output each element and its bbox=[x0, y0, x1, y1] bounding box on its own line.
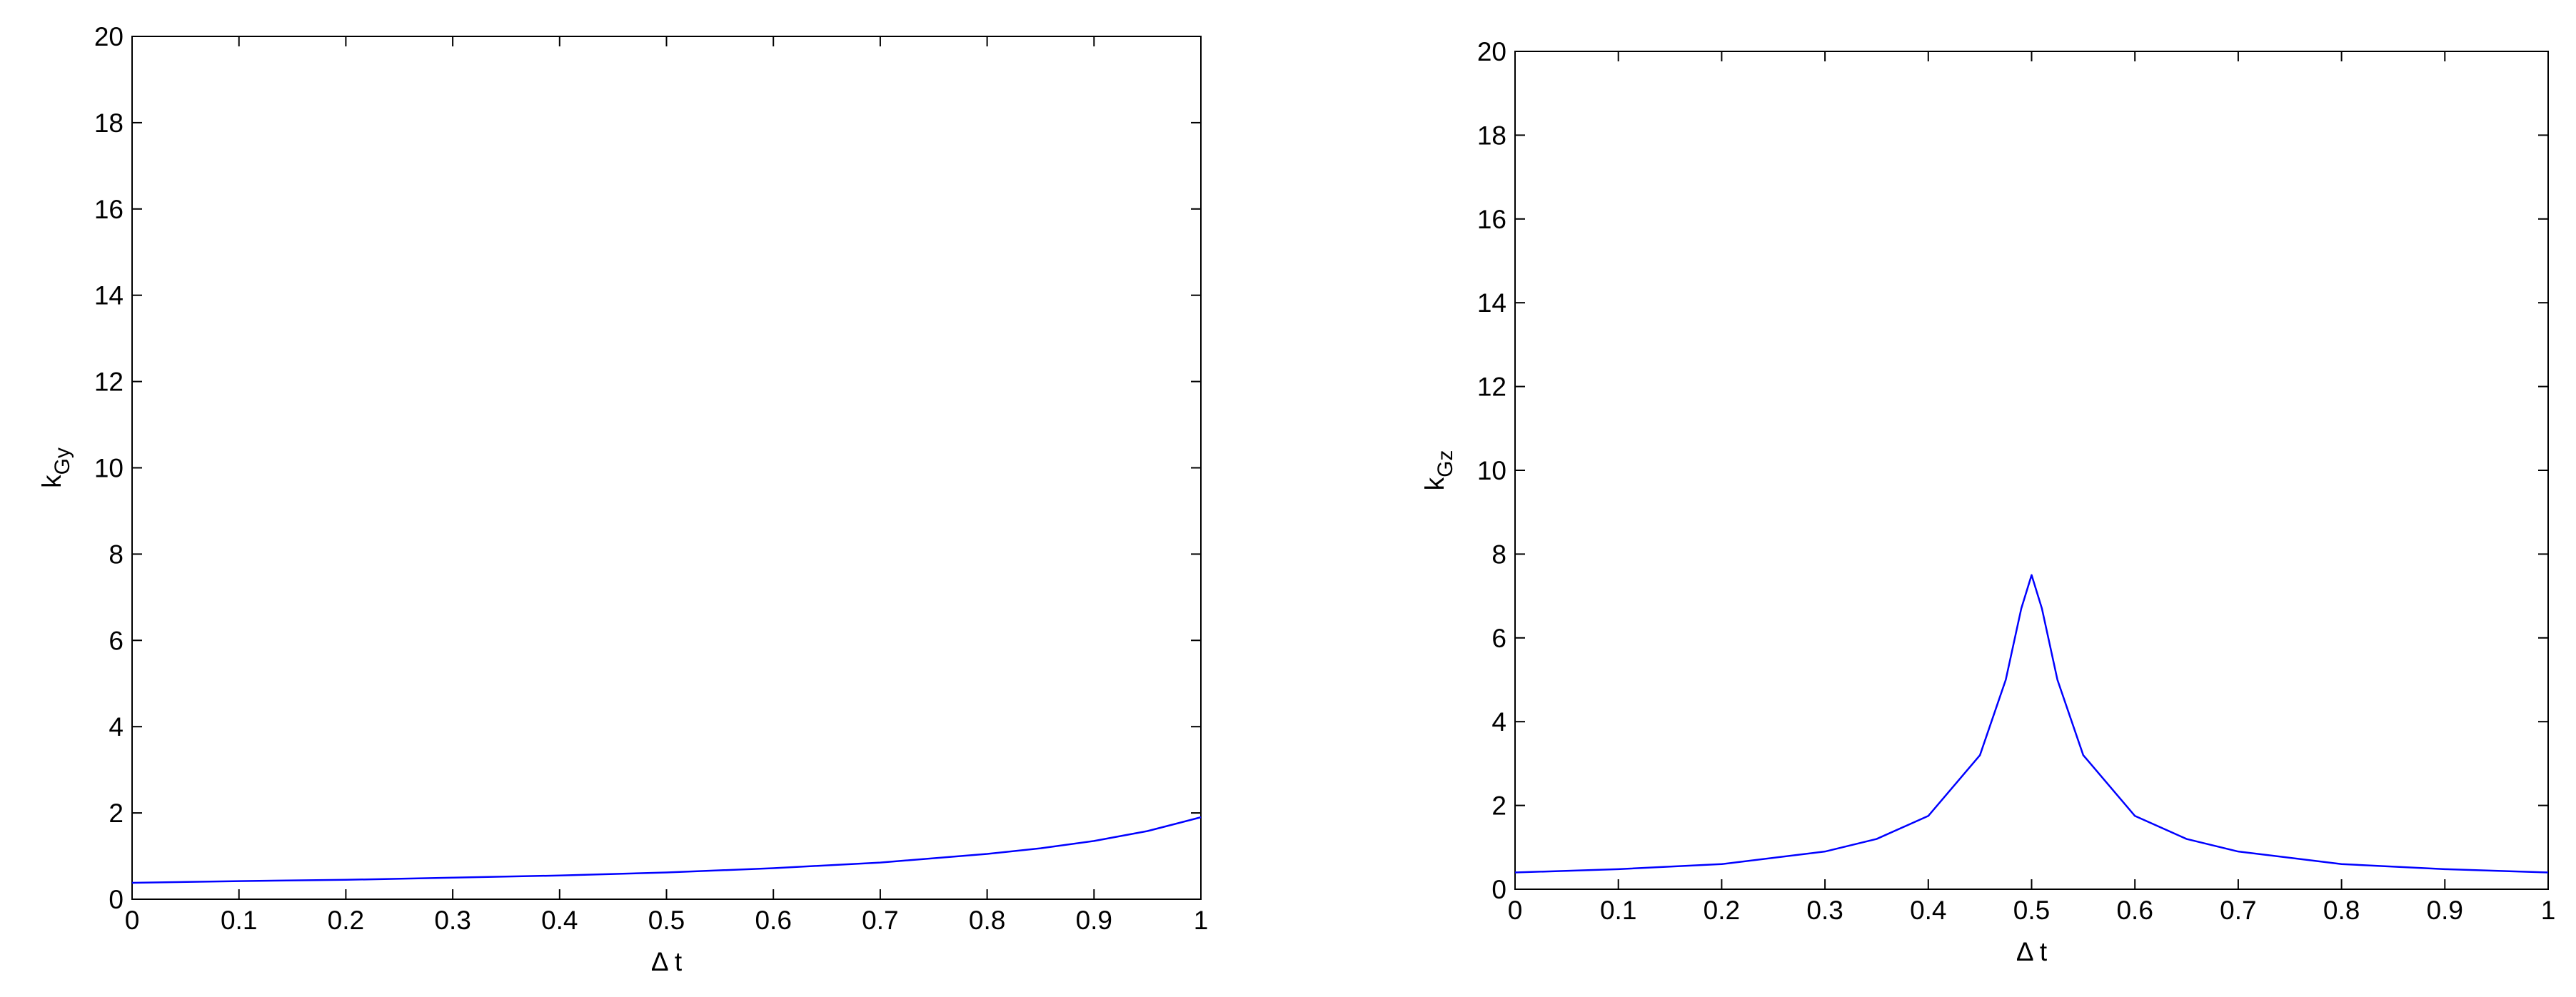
x-tick-label: 0.6 bbox=[2116, 896, 2153, 925]
y-tick-label: 10 bbox=[94, 454, 124, 483]
data-line bbox=[131, 816, 1202, 884]
x-axis-label: Δ t bbox=[2016, 937, 2048, 966]
x-tick-label: 0.7 bbox=[2220, 896, 2256, 925]
x-tick-label: 1 bbox=[1194, 906, 1209, 935]
y-tick-label: 20 bbox=[94, 22, 124, 51]
plot-area bbox=[1514, 51, 2549, 890]
y-tick-label: 16 bbox=[94, 195, 124, 224]
x-axis-label: Δ t bbox=[651, 947, 683, 976]
y-tick-label: 6 bbox=[109, 626, 124, 655]
x-tick-label: 1 bbox=[2541, 896, 2556, 925]
x-tick-label: 0.1 bbox=[221, 906, 257, 935]
x-tick-label: 0.9 bbox=[2427, 896, 2463, 925]
x-tick-label: 0 bbox=[1508, 896, 1523, 925]
chart: 0 0.1 0.2 0.3 0.4 0.5 0.6 0.7 0.8 0.9 102468101214… bbox=[1420, 37, 2555, 966]
y-axis-label: kGz bbox=[1420, 450, 1457, 491]
x-tick-label: 0.1 bbox=[1600, 896, 1636, 925]
y-tick-label: 2 bbox=[1491, 791, 1506, 821]
y-tick-label: 18 bbox=[1477, 121, 1506, 150]
y-axis-label: kGy bbox=[37, 447, 74, 488]
x-tick-label: 0.4 bbox=[541, 906, 578, 935]
y-tick-label: 6 bbox=[1491, 624, 1506, 653]
y-tick-label: 4 bbox=[109, 712, 124, 742]
x-tick-label: 0.4 bbox=[1910, 896, 1946, 925]
y-tick-label: 14 bbox=[94, 281, 124, 310]
y-tick-label: 0 bbox=[1491, 875, 1506, 904]
y-tick-label: 2 bbox=[109, 799, 124, 828]
data-line bbox=[1514, 574, 2549, 874]
x-tick-label: 0.9 bbox=[1076, 906, 1112, 935]
y-tick-label: 14 bbox=[1477, 288, 1506, 318]
y-tick-label: 18 bbox=[94, 108, 124, 138]
y-tick-label: 12 bbox=[1477, 373, 1506, 402]
y-axis-label-subscript: Gz bbox=[1434, 450, 1457, 477]
chart: 0 0.1 0.2 0.3 0.4 0.5 0.6 0.7 0.8 0.9 102468101214… bbox=[37, 22, 1208, 976]
y-tick-label: 20 bbox=[1477, 37, 1506, 66]
y-tick-label: 8 bbox=[1491, 540, 1506, 569]
x-tick-label: 0.7 bbox=[862, 906, 898, 935]
y-axis-label-main: k bbox=[1420, 477, 1449, 490]
x-tick-label: 0.8 bbox=[969, 906, 1005, 935]
x-tick-label: 0.5 bbox=[648, 906, 685, 935]
y-tick-label: 10 bbox=[1477, 456, 1506, 485]
x-tick-label: 0 bbox=[125, 906, 140, 935]
x-tick-label: 0.3 bbox=[1806, 896, 1843, 925]
x-tick-label: 0.2 bbox=[328, 906, 364, 935]
plot-area bbox=[131, 36, 1202, 900]
y-axis-label-main: k bbox=[37, 475, 66, 488]
x-tick-label: 0.8 bbox=[2323, 896, 2360, 925]
y-tick-label: 4 bbox=[1491, 707, 1506, 737]
y-axis-label-subscript: Gy bbox=[51, 447, 74, 475]
x-tick-label: 0.5 bbox=[2013, 896, 2050, 925]
x-tick-label: 0.6 bbox=[755, 906, 791, 935]
y-tick-label: 0 bbox=[109, 885, 124, 914]
x-tick-label: 0.2 bbox=[1704, 896, 1740, 925]
x-tick-label: 0.3 bbox=[434, 906, 471, 935]
y-tick-label: 12 bbox=[94, 368, 124, 397]
y-tick-label: 16 bbox=[1477, 205, 1506, 234]
y-tick-label: 8 bbox=[109, 540, 124, 569]
